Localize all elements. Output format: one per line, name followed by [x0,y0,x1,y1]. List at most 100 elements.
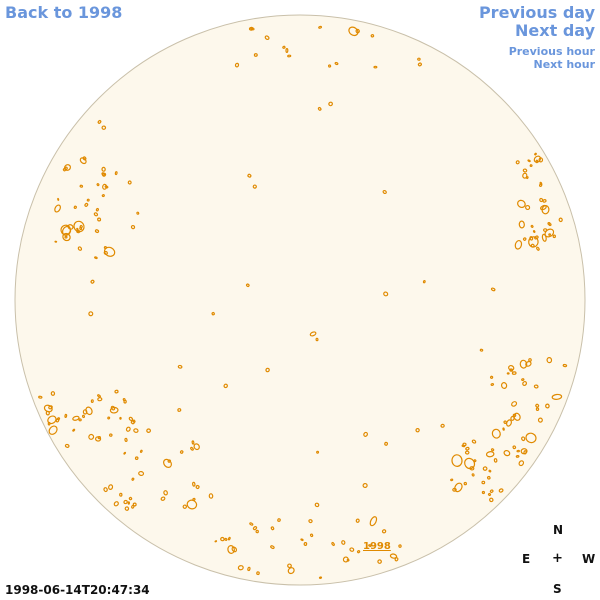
feature-contour [551,393,563,400]
feature-contour [514,239,523,250]
feature-contour [64,443,70,448]
feature-contour [539,197,544,203]
feature-contour [534,152,537,156]
feature-contour [394,557,399,562]
feature-contour [521,378,525,382]
feature-contour [490,383,495,386]
feature-contour [124,506,130,511]
feature-contour [79,225,83,229]
feature-contour [382,189,387,195]
feature-contour [234,62,240,68]
feature-contour [214,540,218,543]
feature-contour [81,414,86,419]
feature-contour [211,312,215,316]
feature-contour [265,367,270,373]
feature-contour [502,427,505,431]
feature-contour [487,475,491,480]
back-to-year-link[interactable]: Back to 1998 [5,3,123,22]
feature-contour [489,497,494,503]
feature-contour [500,382,508,389]
feature-contour [547,221,551,226]
feature-contour [523,450,527,455]
feature-contour [530,224,534,228]
feature-contour [490,375,494,379]
next-day-link[interactable]: Next day [515,21,595,40]
feature-contour [482,466,488,471]
feature-contour [255,529,259,534]
feature-contour [525,204,531,211]
feature-contour [334,61,339,66]
feature-contour [163,458,172,468]
feature-contour [300,538,304,542]
feature-contour [237,565,244,571]
feature-contour [102,172,107,177]
feature-contour [177,408,182,412]
feature-contour [231,546,238,553]
feature-contour [227,536,231,541]
feature-contour [103,246,116,257]
feature-contour [97,394,101,398]
active-region-contours [38,25,568,579]
feature-contour [54,204,61,213]
feature-contour [163,490,168,496]
feature-contour [398,544,402,548]
feature-contour [508,365,515,371]
feature-contour [63,164,72,171]
feature-contour [303,542,308,546]
feature-contour [503,449,511,457]
feature-contour [348,26,359,37]
feature-contour [285,48,289,53]
feature-contour [465,446,470,451]
feature-contour [541,233,547,242]
feature-contour [314,502,320,508]
feature-contour [318,576,323,579]
feature-contour [481,480,486,485]
feature-contour [389,553,398,559]
feature-contour [373,65,378,69]
feature-contour [264,35,270,40]
feature-contour [519,359,528,369]
feature-contour [136,211,140,215]
feature-contour [525,432,537,444]
feature-contour [328,64,332,68]
disk-year-link[interactable]: 1998 [363,541,391,552]
feature-contour [529,236,534,241]
previous-hour-link[interactable]: Previous hour [508,45,595,58]
feature-contour [192,497,196,501]
feature-contour [220,536,225,542]
feature-contour [381,529,387,534]
feature-contour [355,28,360,34]
feature-contour [43,404,53,413]
feature-contour [88,311,94,317]
feature-contour [134,456,139,461]
feature-contour [86,198,90,202]
feature-contour [463,481,467,486]
feature-contour [471,439,477,444]
feature-contour [485,451,495,458]
feature-contour [224,537,228,541]
feature-contour [363,431,368,437]
feature-contour [539,204,547,211]
feature-contour [127,501,131,505]
feature-contour [73,205,77,209]
feature-contour [128,496,133,501]
previous-day-link[interactable]: Previous day [478,3,595,22]
feature-contour [130,224,136,230]
feature-contour [451,454,463,467]
feature-contour [97,217,102,222]
feature-contour [308,519,313,524]
feature-contour [247,173,252,178]
feature-contour [512,445,517,450]
feature-contour [383,291,389,297]
feature-contour [101,194,105,198]
next-hour-link[interactable]: Next hour [533,58,596,71]
compass-south: S [553,582,562,596]
compass-west: W [582,552,596,566]
feature-contour [533,155,542,163]
feature-contour [128,416,134,422]
feature-contour [356,550,361,554]
feature-contour [114,171,118,176]
feature-contour [110,405,116,411]
feature-contour [125,426,131,432]
